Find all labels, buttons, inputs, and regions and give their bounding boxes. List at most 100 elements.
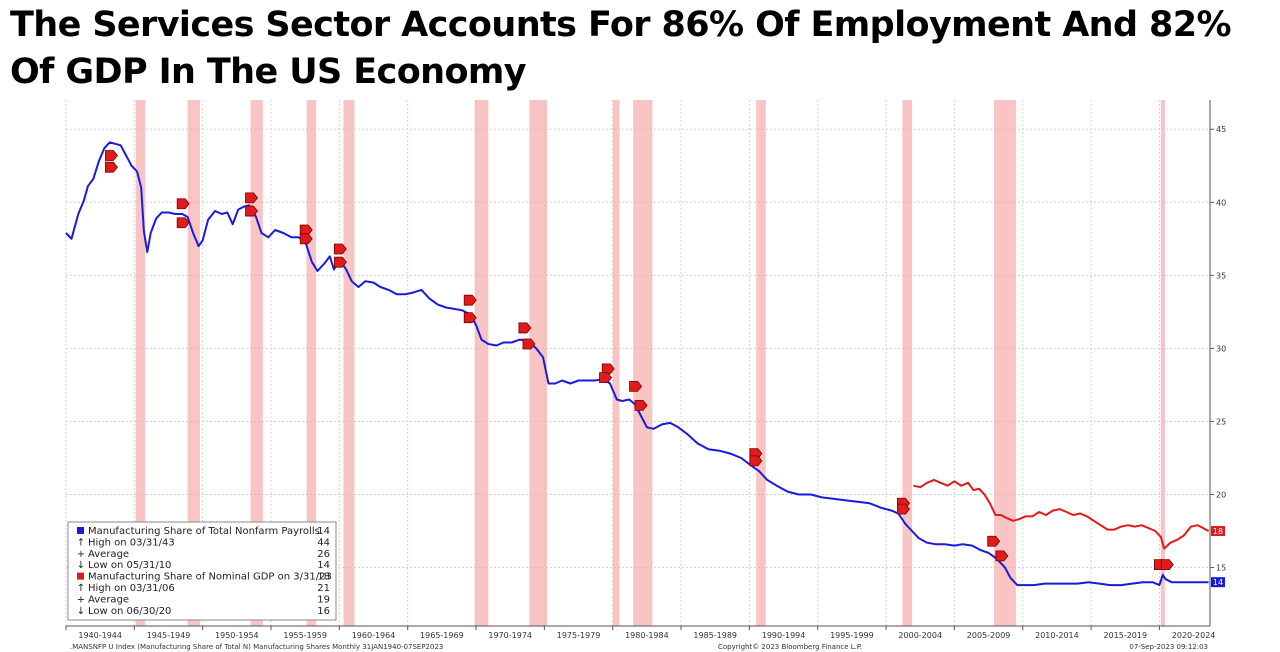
legend-value: 18 xyxy=(317,572,330,583)
last-value-label: 18 xyxy=(1213,527,1223,536)
y-tick-label: 45 xyxy=(1216,125,1226,134)
recession-bands xyxy=(135,100,1165,626)
recession-band xyxy=(902,100,913,626)
last-value-label: 14 xyxy=(1213,578,1223,587)
legend-label: Manufacturing Share of Total Nonfarm Pay… xyxy=(88,526,320,537)
event-marker xyxy=(299,224,313,236)
event-markers xyxy=(105,150,1174,571)
event-marker xyxy=(176,198,190,210)
event-marker xyxy=(518,322,532,334)
x-tick-label: 1955-1959 xyxy=(283,631,327,640)
x-tick-label: 1940-1944 xyxy=(78,631,122,640)
high-icon: ↑ xyxy=(77,583,85,594)
recession-band xyxy=(994,100,1016,626)
y-tick-label: 20 xyxy=(1216,491,1226,500)
legend-value: 14 xyxy=(317,526,330,537)
last-value-badge xyxy=(1211,577,1225,588)
average-icon: + xyxy=(77,594,85,605)
y-tick-label: 40 xyxy=(1216,198,1226,207)
last-value-labels: 14 18 xyxy=(1211,526,1225,588)
event-marker xyxy=(105,150,118,161)
event-marker xyxy=(634,399,648,411)
event-marker xyxy=(245,205,259,217)
recession-band xyxy=(474,100,489,626)
x-tick-label: 2015-2019 xyxy=(1103,631,1147,640)
x-tick-label: 1965-1969 xyxy=(420,631,464,640)
average-icon: + xyxy=(77,549,85,560)
legend-swatch xyxy=(77,572,84,580)
event-marker xyxy=(333,256,347,268)
footer-timestamp: 07-Sep-2023 09:12:03 xyxy=(1129,643,1208,651)
legend-label: High on 03/31/43 xyxy=(88,537,175,548)
event-marker xyxy=(463,312,477,324)
event-marker xyxy=(599,372,613,384)
x-tick-label: 1960-1964 xyxy=(352,631,396,640)
series-line-payrolls xyxy=(65,141,1209,587)
x-tick-label: 2005-2009 xyxy=(967,631,1011,640)
event-marker xyxy=(299,233,313,245)
legend-label: Low on 05/31/10 xyxy=(88,560,171,571)
legend-value: 19 xyxy=(317,594,330,605)
low-icon: ↓ xyxy=(77,560,85,571)
x-tick-label: 2020-2024 xyxy=(1172,631,1216,640)
footer-copyright: Copyright© 2023 Bloomberg Finance L.P. xyxy=(718,643,862,651)
recession-band xyxy=(529,100,548,626)
event-marker xyxy=(987,535,1001,547)
legend-value: 21 xyxy=(317,583,330,594)
series-layer xyxy=(65,141,1210,587)
x-tick-label: 1950-1954 xyxy=(215,631,259,640)
event-marker xyxy=(245,192,259,204)
recession-band xyxy=(756,100,766,626)
recession-band xyxy=(1160,100,1165,626)
y-tick-label: 30 xyxy=(1216,344,1226,353)
footer-source: .MANSNFP U Index (Manufacturing Share of… xyxy=(70,643,443,651)
y-tick-label: 25 xyxy=(1216,417,1226,426)
x-tick-label: 1995-1999 xyxy=(830,631,874,640)
event-marker xyxy=(1160,559,1174,571)
y-tick-label: 35 xyxy=(1216,271,1226,280)
x-tick-label: 1985-1989 xyxy=(693,631,737,640)
y-tick-labels: 15 20 25 30 35 40 45 xyxy=(1210,125,1226,573)
recession-band xyxy=(343,100,355,626)
event-marker xyxy=(749,455,763,467)
x-tick-label: 1975-1979 xyxy=(557,631,601,640)
event-marker xyxy=(897,503,910,515)
legend-swatch xyxy=(77,527,84,534)
recession-band xyxy=(250,100,263,626)
event-marker xyxy=(522,338,536,350)
low-icon: ↓ xyxy=(77,606,85,617)
x-tick-label: 1970-1974 xyxy=(488,631,532,640)
legend-label: Average xyxy=(88,594,129,605)
event-marker xyxy=(995,550,1009,562)
x-tick-labels: 1940-1944 1945-1949 1950-1954 1955-1959 1960… xyxy=(65,626,1216,640)
recession-band xyxy=(633,100,653,626)
recession-band xyxy=(135,100,146,626)
chart-title: The Services Sector Accounts For 86% Of … xyxy=(10,5,1232,92)
series-line-gdp xyxy=(913,478,1210,550)
recession-band xyxy=(187,100,200,626)
legend-value: 14 xyxy=(317,560,330,571)
legend-value: 16 xyxy=(317,606,330,617)
event-marker xyxy=(105,161,118,173)
event-marker xyxy=(463,294,477,306)
legend-label: Low on 06/30/20 xyxy=(88,606,171,617)
x-tick-label: 2010-2014 xyxy=(1035,631,1079,640)
x-tick-label: 1980-1984 xyxy=(625,631,669,640)
x-tick-label: 2000-2004 xyxy=(898,631,942,640)
recession-band xyxy=(612,100,620,626)
y-tick-label: 15 xyxy=(1216,564,1226,573)
legend-box: Manufacturing Share of Total Nonfarm Pay… xyxy=(67,521,337,621)
legend-label: High on 03/31/06 xyxy=(88,583,175,594)
high-icon: ↑ xyxy=(77,537,85,548)
legend-label: Average xyxy=(88,549,129,560)
x-tick-label: 1990-1994 xyxy=(762,631,806,640)
event-marker xyxy=(176,217,190,229)
legend-value: 44 xyxy=(317,537,330,548)
event-marker xyxy=(629,380,643,392)
legend-value: 26 xyxy=(317,549,330,560)
last-value-badge xyxy=(1211,526,1225,537)
legend-label: Manufacturing Share of Nominal GDP on 3/… xyxy=(88,572,332,583)
event-marker xyxy=(333,243,347,255)
event-marker xyxy=(601,363,615,375)
